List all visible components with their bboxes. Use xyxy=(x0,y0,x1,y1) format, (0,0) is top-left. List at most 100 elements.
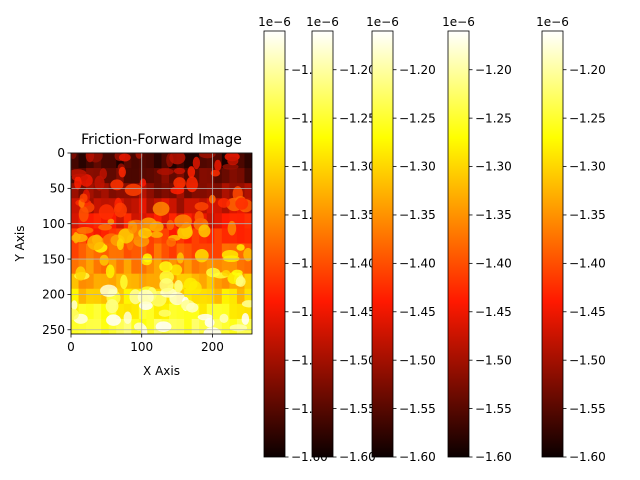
heatmap-cell xyxy=(236,153,246,169)
heatmap-blob xyxy=(187,166,196,178)
heatmap-cell xyxy=(86,183,95,199)
heatmap-cell xyxy=(176,168,185,184)
heatmap-cell xyxy=(191,183,200,199)
heatmap-cell xyxy=(176,243,185,260)
heatmap-cell xyxy=(93,303,102,320)
colorbar-tick-label: −1.25 xyxy=(569,111,606,125)
colorbar-tick-label: −1.25 xyxy=(339,111,376,125)
heatmap-cell xyxy=(138,243,148,260)
heatmap-cell xyxy=(206,228,215,245)
heatmap-blob xyxy=(156,168,174,176)
colorbar-gradient xyxy=(372,31,393,457)
colorbar-tick-label: −1.30 xyxy=(399,160,436,174)
colorbar-tick-label: −1.20 xyxy=(569,63,606,77)
heatmap-cell xyxy=(123,198,132,214)
heatmap-cell xyxy=(229,303,238,320)
heatmap-cell xyxy=(108,273,117,290)
heatmap-cell xyxy=(146,258,155,275)
colorbar-tick-label: −1.60 xyxy=(475,450,512,464)
heatmap-blob xyxy=(138,228,152,239)
x-tick-label: 0 xyxy=(67,340,75,354)
colorbar-tick-label: −1.40 xyxy=(399,257,436,271)
colorbar-gradient xyxy=(264,31,285,457)
y-tick-label: 50 xyxy=(50,182,65,196)
colorbar-offset-label: 1e−6 xyxy=(536,15,569,29)
heatmap-cell xyxy=(101,153,110,169)
heatmap-cell xyxy=(244,318,252,334)
heatmap-blob xyxy=(236,244,245,251)
heatmap-cell xyxy=(169,243,178,260)
heatmap-cell xyxy=(86,303,95,320)
heatmap-cell xyxy=(71,213,80,230)
heatmap-cell xyxy=(93,168,102,184)
heatmap-cell xyxy=(184,183,193,199)
heatmap-cell xyxy=(101,258,110,275)
heatmap-cell xyxy=(101,318,110,334)
colorbar-tick-label: −1.40 xyxy=(339,257,376,271)
heatmap-cell xyxy=(101,183,110,199)
colorbar-tick-label: −1.35 xyxy=(399,208,436,222)
heatmap-blob xyxy=(99,254,109,266)
heatmap-cell xyxy=(146,198,155,214)
colorbar-tick-label: −1.50 xyxy=(339,353,376,367)
colorbar-offset-label: 1e−6 xyxy=(366,15,399,29)
heatmap-cell xyxy=(221,183,230,199)
heatmap-blob xyxy=(98,224,112,231)
heatmap-cell xyxy=(153,213,163,230)
heatmap-cell xyxy=(221,288,230,305)
heatmap-cell xyxy=(229,228,238,245)
heatmap-cell xyxy=(176,318,185,334)
heatmap-cell xyxy=(78,288,87,305)
x-tick-label: 100 xyxy=(130,340,153,354)
heatmap-cell xyxy=(116,183,125,199)
colorbar-tick-label: −1.50 xyxy=(399,353,436,367)
heatmap-cell xyxy=(244,228,252,245)
colorbar-tick-label: −1.55 xyxy=(569,402,606,416)
heatmap-cell xyxy=(78,318,87,334)
heatmap-cell xyxy=(131,153,140,169)
heatmap-blob xyxy=(173,177,186,189)
colorbar-frame xyxy=(447,30,470,458)
heatmap-cell xyxy=(236,288,246,305)
heatmap-cell xyxy=(161,213,170,230)
heatmap-image xyxy=(71,153,252,334)
heatmap-blob xyxy=(123,311,132,324)
x-axis-label: X Axis xyxy=(143,364,180,378)
heatmap-blob xyxy=(110,179,124,191)
heatmap-cell xyxy=(236,303,246,320)
colorbar-tick-label: −1.35 xyxy=(475,208,512,222)
heatmap-blob xyxy=(87,235,105,251)
heatmap-cell xyxy=(206,168,215,184)
heatmap-cell xyxy=(138,258,148,275)
heatmap-blob xyxy=(166,219,175,231)
heatmap-cell xyxy=(191,288,200,305)
colorbar-offset-label: 1e−6 xyxy=(306,15,339,29)
heatmap-blob xyxy=(170,186,185,195)
y-tick-label: 200 xyxy=(42,288,65,302)
colorbar-frame xyxy=(371,30,394,458)
heatmap-cell xyxy=(108,153,117,169)
heatmap-cell xyxy=(161,153,170,169)
colorbar-offset-label: 1e−6 xyxy=(258,15,291,29)
y-tick-label: 150 xyxy=(42,252,65,266)
heatmap-blob xyxy=(186,302,199,313)
heatmap-blob xyxy=(227,156,239,166)
heatmap-cell xyxy=(123,243,132,260)
heatmap-cell xyxy=(221,228,230,245)
heatmap-cell xyxy=(206,198,215,214)
heatmap-cell xyxy=(71,288,80,305)
heatmap-cell xyxy=(78,273,87,290)
heatmap-cell xyxy=(206,153,215,169)
colorbar-tick-label: −1.45 xyxy=(339,305,376,319)
colorbar-tick-label: −1.20 xyxy=(339,63,376,77)
heatmap-cell xyxy=(146,318,155,334)
heatmap-blob xyxy=(74,175,82,190)
heatmap-blob xyxy=(78,206,89,223)
heatmap-cell xyxy=(78,183,87,199)
heatmap-blob xyxy=(235,276,246,287)
heatmap-cell xyxy=(86,318,95,334)
heatmap-cell xyxy=(108,198,117,214)
heatmap-cell xyxy=(206,303,215,320)
heatmap-cell xyxy=(184,288,193,305)
